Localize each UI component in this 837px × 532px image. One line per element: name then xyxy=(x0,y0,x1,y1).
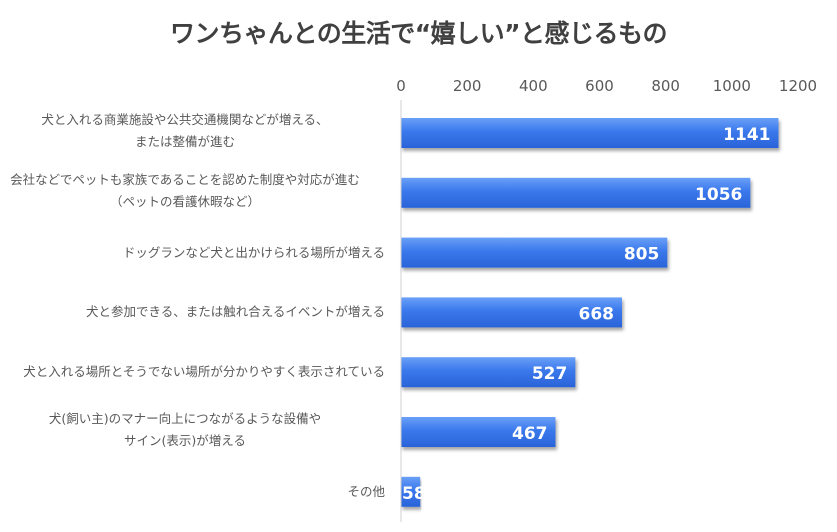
category-label: 犬と参加できる、または触れ合えるイベントが増える xyxy=(0,301,385,323)
bar xyxy=(401,476,421,507)
data-label: 668 xyxy=(578,304,614,324)
bar xyxy=(401,297,622,328)
bar xyxy=(401,237,668,268)
category-label-line: その他 xyxy=(347,483,385,499)
category-label-line: 犬(飼い主)のマナー向上につながるような設備や xyxy=(48,411,322,426)
bar xyxy=(401,177,751,208)
data-label: 1056 xyxy=(695,185,742,205)
category-label: 犬と入れる場所とそうでない場所が分かりやすく表示されている xyxy=(0,361,385,383)
bar xyxy=(401,357,576,388)
category-label-line: または整備が進む xyxy=(134,134,235,149)
category-label: 犬と入れる商業施設や公共交通機関などが増える、 または整備が進む xyxy=(0,109,385,153)
category-label-line: 犬と入れる場所とそうでない場所が分かりやすく表示されている xyxy=(23,364,385,380)
category-label-line: サイン(表示)が増える xyxy=(124,433,246,448)
category-label-line: 犬と参加できる、または触れ合えるイベントが増える xyxy=(85,304,385,320)
category-label: ドッグランなど犬と出かけられる場所が増える xyxy=(0,242,385,264)
chart-title: ワンちゃんとの生活で“嬉しい”と感じるもの xyxy=(169,19,668,48)
data-label: 1141 xyxy=(723,125,770,145)
category-label: 会社などでペットも家族であることを認めた制度や対応が進む （ペットの看護休暇など） xyxy=(0,169,385,213)
category-label-line: （ペットの看護休暇など） xyxy=(109,193,260,209)
category-label-line: ドッグランなど犬と出かけられる場所が増える xyxy=(122,244,385,260)
category-label-line: 会社などでペットも家族であることを認めた制度や対応が進む xyxy=(10,171,360,187)
x-tick-label: 800 xyxy=(651,77,680,95)
bar xyxy=(401,118,779,148)
x-tick-label: 0 xyxy=(396,77,406,95)
category-label: 犬(飼い主)のマナー向上につながるような設備や サイン(表示)が増える xyxy=(0,408,385,452)
data-label: 58 xyxy=(402,484,426,504)
data-label: 805 xyxy=(624,245,660,265)
category-label: その他 xyxy=(0,481,385,503)
x-tick-label: 400 xyxy=(519,77,548,95)
bar xyxy=(401,417,556,447)
x-tick-label: 200 xyxy=(453,77,482,95)
data-label: 467 xyxy=(512,424,548,444)
x-tick-label: 1000 xyxy=(713,77,751,95)
category-label-line: 犬と入れる商業施設や公共交通機関などが増える、 xyxy=(41,112,329,127)
x-tick-label: 600 xyxy=(585,77,614,95)
x-tick-label: 1200 xyxy=(779,77,817,95)
data-label: 527 xyxy=(532,364,568,384)
